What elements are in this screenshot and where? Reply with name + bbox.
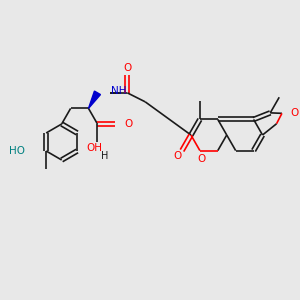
Text: O: O: [123, 63, 131, 73]
Text: HO: HO: [9, 146, 25, 156]
Text: O: O: [198, 154, 206, 164]
Text: OH: OH: [86, 143, 103, 153]
Text: O: O: [124, 119, 133, 129]
Text: H: H: [101, 151, 108, 161]
Polygon shape: [88, 91, 101, 108]
Text: O: O: [290, 108, 298, 118]
Text: O: O: [173, 151, 181, 160]
Text: NH: NH: [111, 86, 127, 96]
